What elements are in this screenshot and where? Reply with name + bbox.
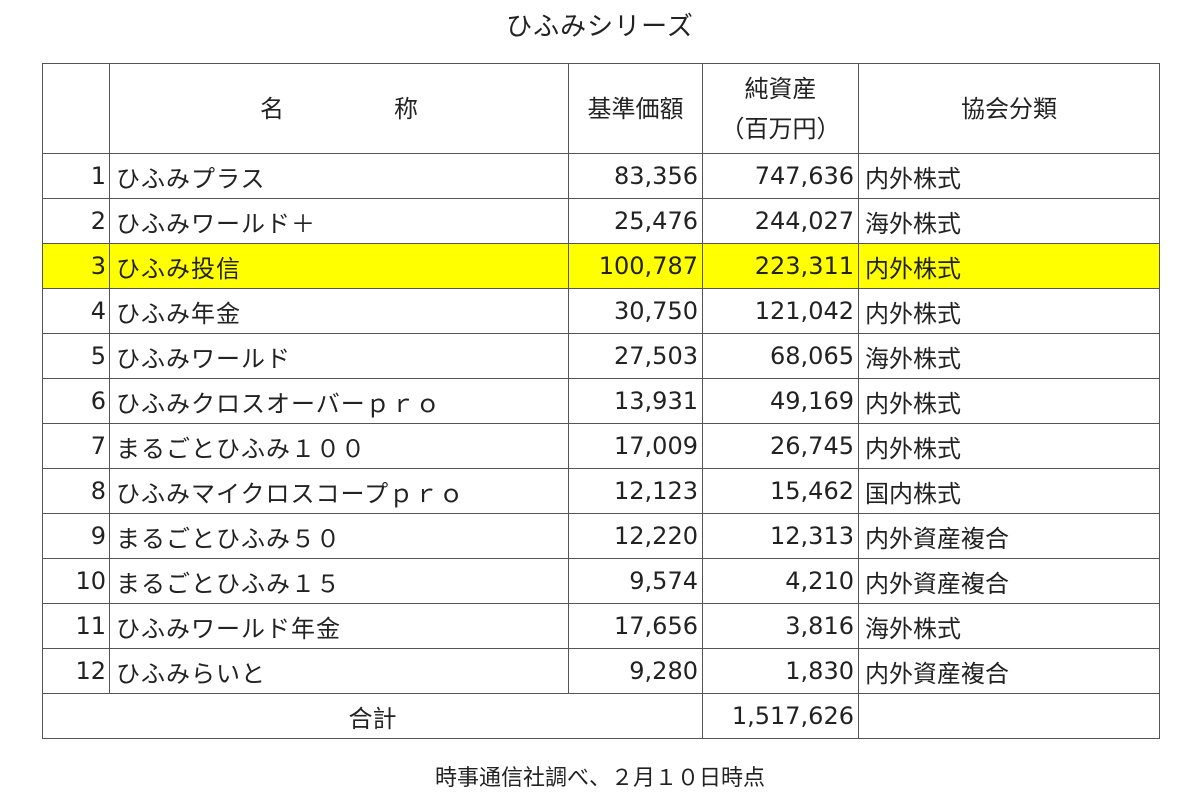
fund-name: ひふみらいと bbox=[109, 648, 569, 694]
classification: 内外資産複合 bbox=[858, 513, 1160, 559]
nav-value: 9,280 bbox=[568, 648, 703, 694]
row-number: 6 bbox=[42, 378, 110, 424]
row-number: 9 bbox=[42, 513, 110, 559]
table-row: 11 ひふみワールド年金 17,656 3,816 海外株式 bbox=[42, 603, 1160, 649]
row-number: 2 bbox=[42, 198, 110, 244]
table-row: 9 まるごとひふみ５０ 12,220 12,313 内外資産複合 bbox=[42, 513, 1160, 559]
nav-value: 27,503 bbox=[568, 333, 703, 379]
table-row: 7 まるごとひふみ１００ 17,009 26,745 内外株式 bbox=[42, 423, 1160, 469]
total-label: 合計 bbox=[42, 693, 703, 739]
net-assets-value: 15,462 bbox=[702, 468, 859, 514]
nav-value: 100,787 bbox=[568, 243, 703, 289]
net-assets-value: 121,042 bbox=[702, 288, 859, 334]
fund-table: 名称 基準価額 純資産 （百万円） 協会分類 1 ひふみプラス 83,356 747,6… bbox=[42, 63, 1160, 739]
fund-name: ひふみクロスオーバーｐｒｏ bbox=[109, 378, 569, 424]
table-row: 10 まるごとひふみ１５ 9,574 4,210 内外資産複合 bbox=[42, 558, 1160, 604]
nav-value: 9,574 bbox=[568, 558, 703, 604]
fund-name: まるごとひふみ５０ bbox=[109, 513, 569, 559]
fund-name: ひふみプラス bbox=[109, 153, 569, 199]
header-name: 名称 bbox=[109, 63, 569, 154]
net-assets-value: 244,027 bbox=[702, 198, 859, 244]
nav-value: 25,476 bbox=[568, 198, 703, 244]
nav-value: 30,750 bbox=[568, 288, 703, 334]
table-row: 8 ひふみマイクロスコープｐｒｏ 12,123 15,462 国内株式 bbox=[42, 468, 1160, 514]
header-nav: 基準価額 bbox=[568, 63, 703, 154]
classification: 海外株式 bbox=[858, 603, 1160, 649]
net-assets-value: 68,065 bbox=[702, 333, 859, 379]
nav-value: 12,220 bbox=[568, 513, 703, 559]
row-number: 3 bbox=[42, 243, 110, 289]
nav-value: 12,123 bbox=[568, 468, 703, 514]
table-row: 1 ひふみプラス 83,356 747,636 内外株式 bbox=[42, 153, 1160, 199]
header-classification: 協会分類 bbox=[858, 63, 1160, 154]
net-assets-value: 747,636 bbox=[702, 153, 859, 199]
fund-name: ひふみワールド＋ bbox=[109, 198, 569, 244]
row-number: 8 bbox=[42, 468, 110, 514]
classification: 内外株式 bbox=[858, 288, 1160, 334]
classification: 内外株式 bbox=[858, 423, 1160, 469]
table-row: 5 ひふみワールド 27,503 68,065 海外株式 bbox=[42, 333, 1160, 379]
fund-name: ひふみ投信 bbox=[109, 243, 569, 289]
row-number: 1 bbox=[42, 153, 110, 199]
classification: 海外株式 bbox=[858, 198, 1160, 244]
nav-value: 83,356 bbox=[568, 153, 703, 199]
nav-value: 13,931 bbox=[568, 378, 703, 424]
classification: 内外株式 bbox=[858, 243, 1160, 289]
table-row: 6 ひふみクロスオーバーｐｒｏ 13,931 49,169 内外株式 bbox=[42, 378, 1160, 424]
net-assets-value: 3,816 bbox=[702, 603, 859, 649]
net-assets-value: 12,313 bbox=[702, 513, 859, 559]
header-net-assets-line2: （百万円） bbox=[720, 114, 841, 143]
fund-name: ひふみ年金 bbox=[109, 288, 569, 334]
table-row: 3 ひふみ投信 100,787 223,311 内外株式 bbox=[42, 243, 1160, 289]
net-assets-value: 223,311 bbox=[702, 243, 859, 289]
row-number: 11 bbox=[42, 603, 110, 649]
classification: 内外株式 bbox=[858, 153, 1160, 199]
row-number: 5 bbox=[42, 333, 110, 379]
fund-name: ひふみワールド bbox=[109, 333, 569, 379]
row-number: 10 bbox=[42, 558, 110, 604]
classification: 内外資産複合 bbox=[858, 648, 1160, 694]
net-assets-value: 49,169 bbox=[702, 378, 859, 424]
header-net-assets-line1: 純資産 bbox=[744, 74, 817, 103]
fund-name: まるごとひふみ１００ bbox=[109, 423, 569, 469]
classification: 海外株式 bbox=[858, 333, 1160, 379]
nav-value: 17,656 bbox=[568, 603, 703, 649]
total-net-assets: 1,517,626 bbox=[702, 693, 859, 739]
fund-name: ひふみマイクロスコープｐｒｏ bbox=[109, 468, 569, 514]
header-name-part1: 名 bbox=[260, 94, 284, 123]
fund-name: まるごとひふみ１５ bbox=[109, 558, 569, 604]
table-row: 4 ひふみ年金 30,750 121,042 内外株式 bbox=[42, 288, 1160, 334]
row-number: 4 bbox=[42, 288, 110, 334]
total-row: 合計 1,517,626 bbox=[42, 693, 1160, 739]
net-assets-value: 4,210 bbox=[702, 558, 859, 604]
header-no bbox=[42, 63, 110, 154]
net-assets-value: 1,830 bbox=[702, 648, 859, 694]
table-row: 12 ひふみらいと 9,280 1,830 内外資産複合 bbox=[42, 648, 1160, 694]
table-row: 2 ひふみワールド＋ 25,476 244,027 海外株式 bbox=[42, 198, 1160, 244]
header-row: 名称 基準価額 純資産 （百万円） 協会分類 bbox=[42, 63, 1160, 154]
row-number: 12 bbox=[42, 648, 110, 694]
header-name-part2: 称 bbox=[394, 94, 418, 123]
fund-name: ひふみワールド年金 bbox=[109, 603, 569, 649]
classification: 内外資産複合 bbox=[858, 558, 1160, 604]
header-net-assets: 純資産 （百万円） bbox=[702, 63, 859, 154]
net-assets-value: 26,745 bbox=[702, 423, 859, 469]
row-number: 7 bbox=[42, 423, 110, 469]
nav-value: 17,009 bbox=[568, 423, 703, 469]
classification: 国内株式 bbox=[858, 468, 1160, 514]
source-note: 時事通信社調べ、２月１０日時点 bbox=[434, 766, 765, 791]
page-title: ひふみシリーズ bbox=[506, 12, 694, 42]
total-empty bbox=[858, 693, 1160, 739]
classification: 内外株式 bbox=[858, 378, 1160, 424]
